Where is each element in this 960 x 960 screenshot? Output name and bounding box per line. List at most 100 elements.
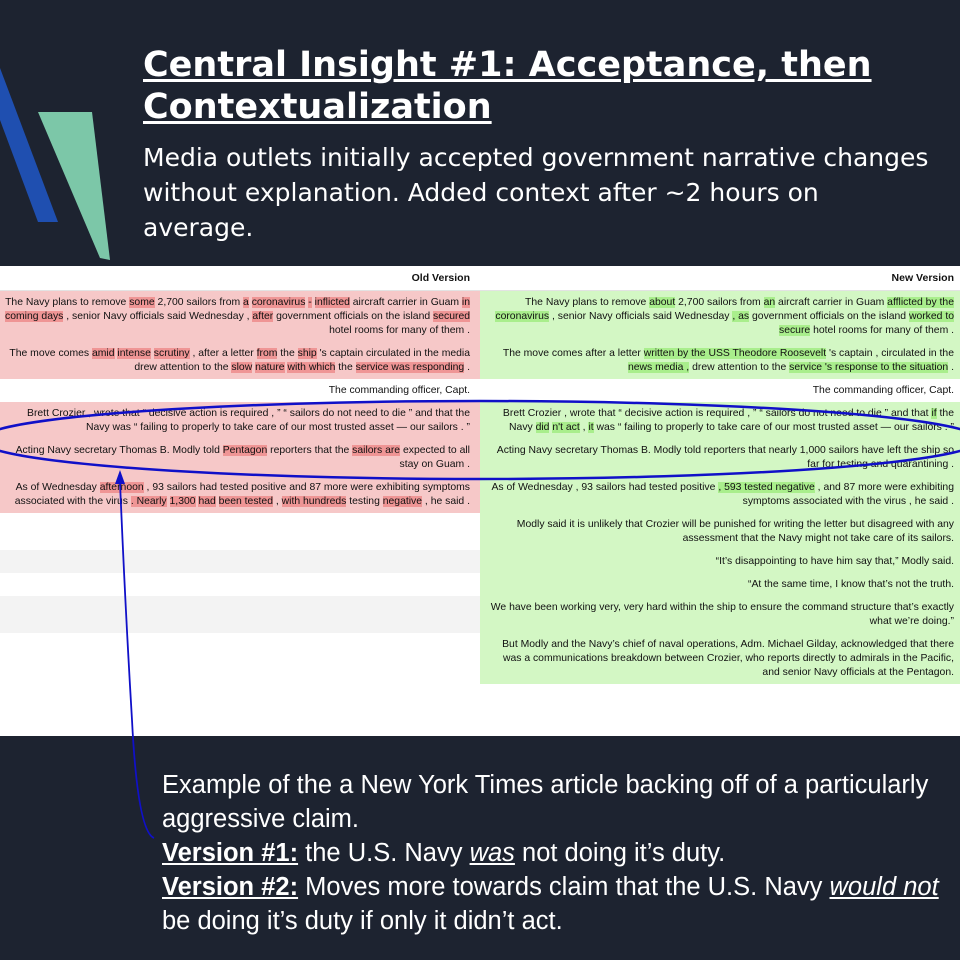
caption-line: Example of the a New York Times article …: [162, 771, 929, 833]
diff-text: But Modly and the Navy’s chief of naval …: [502, 639, 954, 678]
diff-text: The Navy plans to remove: [525, 297, 650, 308]
deleted-text: intense: [117, 348, 151, 359]
new-version-cell: We have been working very, very hard wit…: [480, 596, 960, 633]
logo: [0, 68, 110, 260]
diff-text: aircraft carrier in Guam: [349, 297, 462, 308]
diff-row: We have been working very, very hard wit…: [0, 596, 960, 633]
diff-text: The Navy plans to remove: [5, 297, 130, 308]
logo-blue-stripe: [0, 68, 58, 222]
version-2-text-b: be doing it’s duty if only it didn’t act…: [162, 907, 563, 935]
inserted-text: news media ,: [627, 362, 690, 373]
deleted-text: from: [256, 348, 278, 359]
version-2-text-a: Moves more towards claim that the U.S. N…: [298, 873, 830, 901]
old-version-cell: [0, 550, 480, 573]
diff-text: hotel rooms for many of them .: [329, 325, 470, 336]
deleted-text: negative: [382, 496, 423, 507]
deleted-text: Pentagon: [222, 445, 268, 456]
diff-text: , he said .: [422, 496, 470, 507]
logo-green-stripe: [38, 112, 110, 260]
diff-text: reporters that the: [267, 445, 353, 456]
deleted-text: coming days: [5, 311, 64, 322]
diff-row: Modly said it is unlikely that Crozier w…: [0, 513, 960, 550]
inserted-text: , as: [732, 311, 750, 322]
diff-text: government officials on the island: [273, 311, 434, 322]
deleted-text: sailors are: [352, 445, 401, 456]
slide-subtitle: Media outlets initially accepted governm…: [143, 143, 929, 242]
diff-text: 's captain circulated in the media drew …: [134, 348, 470, 373]
diff-text: As of Wednesday: [15, 482, 100, 493]
diff-text: The move comes after a letter: [502, 348, 644, 359]
diff-text: , and 87 more were exhibiting symptoms a…: [742, 482, 954, 507]
diff-header: Old Version New Version: [0, 266, 960, 291]
new-version-cell: The move comes after a letter written by…: [480, 342, 960, 379]
deleted-text: amid: [91, 348, 115, 359]
diff-text: 's captain , circulated in the: [826, 348, 954, 359]
deleted-text: with hundreds: [281, 496, 347, 507]
old-version-cell: The Navy plans to remove some 2,700 sail…: [0, 291, 480, 342]
deleted-text: coronavirus: [251, 297, 306, 308]
deleted-text: nature: [255, 362, 285, 373]
diff-text: Modly said it is unlikely that Crozier w…: [516, 519, 954, 544]
deleted-text: with which: [287, 362, 336, 373]
diff-text: aircraft carrier in Guam: [775, 297, 888, 308]
diff-text: was “ failing to properly to take care o…: [593, 422, 954, 433]
diff-text: expected to all stay on Guam .: [399, 445, 470, 470]
deleted-text: inflicted: [314, 297, 350, 308]
diff-text: “It’s disappointing to have him say that…: [715, 556, 954, 567]
diff-text: , after a letter: [189, 348, 257, 359]
deleted-text: after: [252, 311, 274, 322]
old-version-cell: [0, 596, 480, 633]
deleted-text: -: [308, 297, 312, 308]
new-version-cell: “It’s disappointing to have him say that…: [480, 550, 960, 573]
diff-text: testing: [346, 496, 383, 507]
old-version-cell: Acting Navy secretary Thomas B. Modly to…: [0, 439, 480, 476]
deleted-text: afternoon: [99, 482, 144, 493]
old-version-cell: Brett Crozier , wrote that “ decisive ac…: [0, 402, 480, 439]
diff-row: The Navy plans to remove some 2,700 sail…: [0, 291, 960, 342]
version-2-emphasis: would not: [829, 873, 939, 901]
diff-row: Brett Crozier , wrote that “ decisive ac…: [0, 402, 960, 439]
old-version-cell: [0, 573, 480, 596]
diff-text: Brett Crozier , wrote that “ decisive ac…: [27, 408, 470, 433]
caption-version-1: Version #1: the U.S. Navy was not doing …: [162, 836, 942, 870]
diff-text: ,: [272, 496, 282, 507]
diff-row: “At the same time, I know that’s not the…: [0, 573, 960, 596]
new-version-cell: The Navy plans to remove about 2,700 sai…: [480, 291, 960, 342]
old-version-cell: The commanding officer, Capt.: [0, 379, 480, 402]
diff-text: The commanding officer, Capt.: [812, 385, 954, 396]
caption-version-2: Version #2: Moves more towards claim tha…: [162, 870, 942, 938]
diff-text: .: [948, 362, 954, 373]
deleted-text: a: [243, 297, 249, 308]
old-version-cell: [0, 513, 480, 550]
deleted-text: slow: [231, 362, 253, 373]
new-version-cell: But Modly and the Navy’s chief of naval …: [480, 633, 960, 684]
diff-text: the: [277, 348, 298, 359]
version-1-emphasis: was: [469, 839, 515, 867]
deleted-text: in: [461, 297, 470, 308]
diff-text: 2,700 sailors from: [154, 297, 244, 308]
inserted-text: an: [763, 297, 776, 308]
version-1-text-a: the U.S. Navy: [298, 839, 470, 867]
diff-text: , senior Navy officials said Wednesday: [549, 311, 733, 322]
old-version-cell: [0, 633, 480, 684]
caption: Example of the a New York Times article …: [162, 768, 942, 938]
new-version-header: New Version: [891, 272, 954, 284]
diff-text: “At the same time, I know that’s not the…: [748, 579, 954, 590]
deleted-text: service was responding: [355, 362, 465, 373]
diff-row: The commanding officer, Capt. The command…: [0, 379, 960, 402]
version-2-label: Version #2:: [162, 873, 299, 901]
diff-text: Brett Crozier , wrote that “ decisive ac…: [502, 408, 932, 419]
new-version-cell: As of Wednesday , 93 sailors had tested …: [480, 476, 960, 513]
diff-text: the: [335, 362, 356, 373]
diff-row: “It’s disappointing to have him say that…: [0, 550, 960, 573]
diff-text: .: [464, 362, 470, 373]
deleted-text: ship: [297, 348, 317, 359]
diff-text: government officials on the island: [749, 311, 909, 322]
inserted-text: , 593 tested negative: [718, 482, 815, 493]
diff-row: But Modly and the Navy’s chief of naval …: [0, 633, 960, 684]
slide-title: Central Insight #1: Acceptance, then Con…: [143, 45, 872, 127]
diff-text: , 93 sailors had tested positive and 87 …: [14, 482, 470, 507]
diff-rows: The Navy plans to remove some 2,700 sail…: [0, 291, 960, 684]
old-version-cell: The move comes amid intense scrutiny , a…: [0, 342, 480, 379]
diff-text: The commanding officer, Capt.: [328, 385, 470, 396]
